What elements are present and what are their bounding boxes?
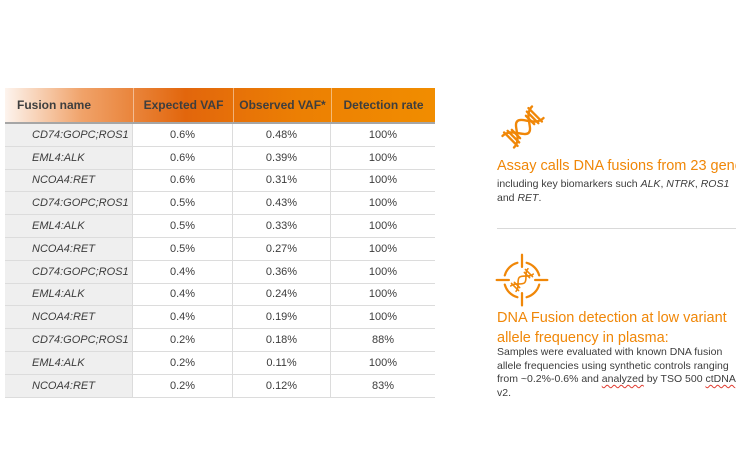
cell-fusion-name: EML4:ALK xyxy=(5,146,133,169)
cell-observed-vaf: 0.18% xyxy=(233,329,331,351)
cell-expected-vaf: 0.6% xyxy=(133,146,233,169)
cell-fusion-name: NCOA4:RET xyxy=(5,237,133,260)
cell-detection-rate: 100% xyxy=(331,124,435,146)
detection-description: Samples were evaluated with known DNA fu… xyxy=(497,346,736,399)
cell-fusion-name: EML4:ALK xyxy=(5,351,133,374)
cell-observed-vaf: 0.19% xyxy=(233,306,331,329)
table-row: NCOA4:RET 0.2% 0.12% 83% xyxy=(5,374,435,398)
table-row: CD74:GOPC;ROS1 0.5% 0.43% 100% xyxy=(5,192,435,216)
cell-detection-rate: 100% xyxy=(331,260,435,283)
cell-detection-rate: 100% xyxy=(331,237,435,260)
cell-expected-vaf: 0.4% xyxy=(133,283,233,306)
cell-observed-vaf: 0.39% xyxy=(233,146,331,169)
detection-heading: DNA Fusion detection at low variant alle… xyxy=(497,310,727,346)
cell-detection-rate: 100% xyxy=(331,215,435,237)
cell-expected-vaf: 0.5% xyxy=(133,192,233,215)
cell-fusion-name: CD74:GOPC;ROS1 xyxy=(5,260,133,283)
column-header-expected-vaf: Expected VAF xyxy=(133,88,233,122)
table-row: EML4:ALK 0.5% 0.33% 100% xyxy=(5,215,435,238)
column-header-fusion-name: Fusion name xyxy=(17,98,92,112)
cell-detection-rate: 100% xyxy=(331,192,435,215)
cell-observed-vaf: 0.24% xyxy=(233,283,331,306)
table-row: CD74:GOPC;ROS1 0.2% 0.18% 88% xyxy=(5,329,435,352)
cell-observed-vaf: 0.36% xyxy=(233,260,331,283)
cell-fusion-name: NCOA4:RET xyxy=(5,169,133,192)
cell-fusion-name: CD74:GOPC;ROS1 xyxy=(5,329,133,351)
cell-detection-rate: 100% xyxy=(331,146,435,169)
fusion-table: Fusion name Expected VAF Observed VAF* D… xyxy=(5,88,435,398)
cell-fusion-name: NCOA4:RET xyxy=(5,306,133,329)
dna-helix-icon xyxy=(494,98,552,156)
cell-fusion-name: NCOA4:RET xyxy=(5,374,133,397)
cell-expected-vaf: 0.2% xyxy=(133,374,233,397)
cell-detection-rate: 100% xyxy=(331,283,435,306)
cell-expected-vaf: 0.4% xyxy=(133,306,233,329)
cell-expected-vaf: 0.5% xyxy=(133,215,233,237)
table-row: EML4:ALK 0.4% 0.24% 100% xyxy=(5,283,435,307)
assay-description: including key biomarkers such ALK, NTRK,… xyxy=(497,178,730,204)
section-divider xyxy=(497,228,736,229)
info-panel: Assay calls DNA fusions from 23 genes in… xyxy=(494,98,736,473)
cell-detection-rate: 100% xyxy=(331,169,435,192)
table-row: NCOA4:RET 0.5% 0.27% 100% xyxy=(5,237,435,261)
cell-expected-vaf: 0.5% xyxy=(133,237,233,260)
cell-fusion-name: EML4:ALK xyxy=(5,215,133,237)
fusion-table-body: CD74:GOPC;ROS1 0.6% 0.48% 100% EML4:ALK 0.6% 0… xyxy=(5,124,435,398)
table-row: EML4:ALK 0.6% 0.39% 100% xyxy=(5,146,435,170)
cell-detection-rate: 83% xyxy=(331,374,435,397)
table-row: EML4:ALK 0.2% 0.11% 100% xyxy=(5,351,435,375)
table-row: NCOA4:RET 0.6% 0.31% 100% xyxy=(5,169,435,193)
cell-expected-vaf: 0.2% xyxy=(133,351,233,374)
cell-detection-rate: 88% xyxy=(331,329,435,351)
table-row: CD74:GOPC;ROS1 0.4% 0.36% 100% xyxy=(5,260,435,284)
cell-detection-rate: 100% xyxy=(331,351,435,374)
cell-expected-vaf: 0.2% xyxy=(133,329,233,351)
column-header-observed-vaf: Observed VAF* xyxy=(233,88,331,122)
cell-expected-vaf: 0.6% xyxy=(133,124,233,146)
column-header-detection-rate: Detection rate xyxy=(331,88,435,122)
assay-heading: Assay calls DNA fusions from 23 genes xyxy=(497,158,736,174)
table-header-row: Fusion name Expected VAF Observed VAF* D… xyxy=(5,88,435,124)
cell-fusion-name: CD74:GOPC;ROS1 xyxy=(5,192,133,215)
cell-fusion-name: EML4:ALK xyxy=(5,283,133,306)
table-row: NCOA4:RET 0.4% 0.19% 100% xyxy=(5,306,435,330)
cell-expected-vaf: 0.4% xyxy=(133,260,233,283)
cell-observed-vaf: 0.43% xyxy=(233,192,331,215)
cell-expected-vaf: 0.6% xyxy=(133,169,233,192)
cell-observed-vaf: 0.33% xyxy=(233,215,331,237)
cell-observed-vaf: 0.48% xyxy=(233,124,331,146)
cell-observed-vaf: 0.12% xyxy=(233,374,331,397)
cell-fusion-name: CD74:GOPC;ROS1 xyxy=(5,124,133,146)
cell-observed-vaf: 0.31% xyxy=(233,169,331,192)
dna-target-icon xyxy=(492,250,552,310)
table-row: CD74:GOPC;ROS1 0.6% 0.48% 100% xyxy=(5,124,435,147)
cell-detection-rate: 100% xyxy=(331,306,435,329)
cell-observed-vaf: 0.27% xyxy=(233,237,331,260)
cell-observed-vaf: 0.11% xyxy=(233,351,331,374)
